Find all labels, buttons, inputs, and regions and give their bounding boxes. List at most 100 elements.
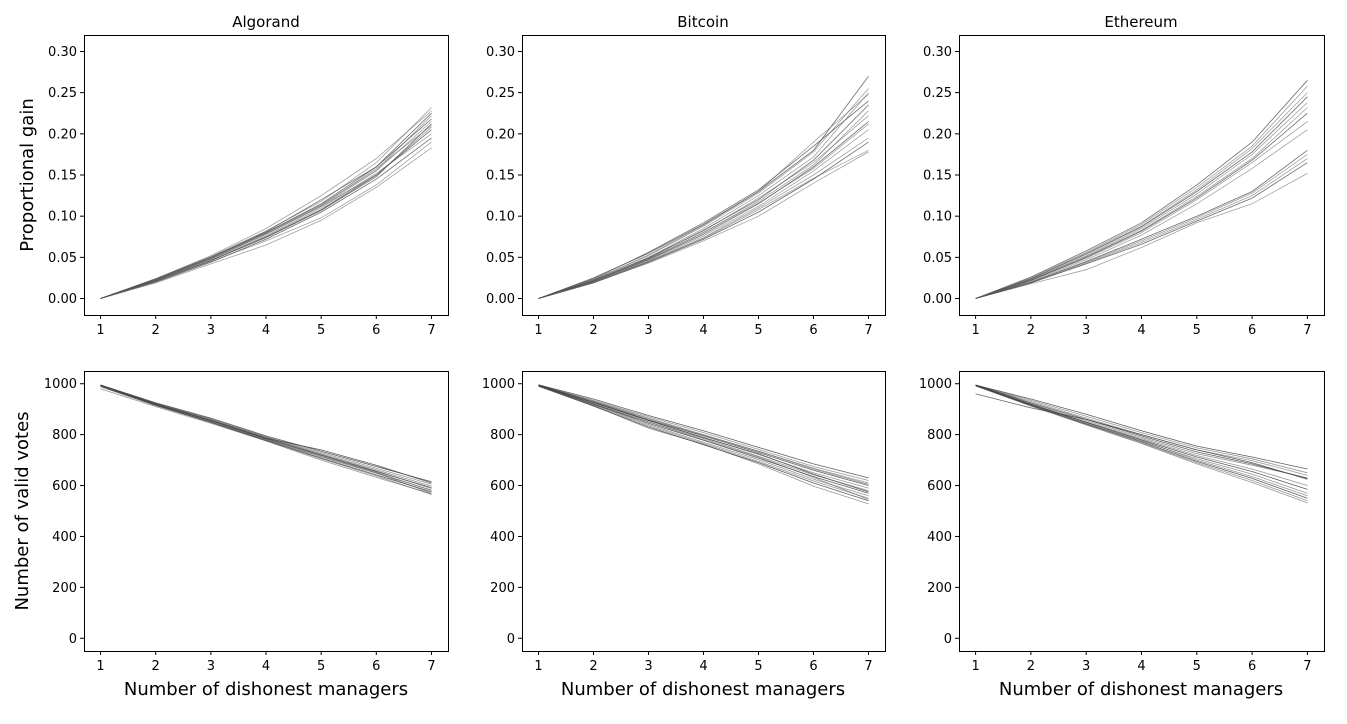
x-tick-label: 6 [809, 323, 817, 338]
x-axis-label: Number of dishonest managers [561, 679, 845, 700]
x-tick-label: 5 [317, 323, 325, 338]
panel-title: Ethereum [1104, 13, 1177, 31]
x-tick-label: 7 [864, 323, 872, 338]
y-tick-label: 400 [927, 530, 952, 545]
series-line [539, 89, 869, 299]
series-line [101, 130, 432, 299]
series-line [539, 142, 869, 298]
x-tick-label: 4 [262, 659, 270, 674]
axes-frame [85, 372, 449, 652]
x-tick-label: 6 [372, 323, 380, 338]
y-tick-label: 0.00 [486, 292, 515, 307]
panel-algorand-votes: Number of valid votes Number of dishones… [12, 372, 449, 701]
x-tick-label: 1 [96, 659, 104, 674]
x-tick-label: 2 [1027, 323, 1035, 338]
y-tick-label: 0.00 [48, 292, 77, 307]
y-tick-label: 0.15 [48, 169, 77, 184]
y-tick-label: 0 [507, 632, 515, 647]
y-tick-label: 1000 [919, 377, 952, 392]
series-line [539, 76, 869, 298]
series-line [976, 385, 1308, 473]
x-tick-label: 3 [207, 659, 215, 674]
series-group [101, 385, 432, 495]
x-tick-label: 2 [589, 323, 597, 338]
x-tick-label: 1 [971, 323, 979, 338]
y-tick-label: 0 [944, 632, 952, 647]
x-tick-label: 3 [1082, 323, 1090, 338]
x-tick-label: 6 [372, 659, 380, 674]
x-tick-label: 7 [427, 323, 435, 338]
x-tick-label: 7 [427, 659, 435, 674]
x-tick-label: 1 [534, 323, 542, 338]
y-tick-label: 0.25 [486, 86, 515, 101]
series-line [976, 93, 1308, 299]
x-tick-label: 5 [1193, 659, 1201, 674]
series-line [101, 386, 432, 485]
y-tick-label: 0.15 [923, 169, 952, 184]
y-tick-label: 0.10 [48, 210, 77, 225]
y-tick-label: 0 [69, 632, 77, 647]
x-axis-label: Number of dishonest managers [124, 679, 408, 700]
y-tick-label: 800 [927, 428, 952, 443]
y-tick-label: 0.30 [486, 45, 515, 60]
series-group [101, 108, 432, 299]
panel-bitcoin-votes: Number of dishonest managers 1 2 3 4 5 6 70200… [482, 372, 886, 701]
y-tick-label: 200 [927, 581, 952, 596]
panel-bitcoin-gain: Bitcoin 1 2 3 4 5 6 70.000.050.100.150.200.250… [486, 13, 885, 338]
series-line [976, 97, 1308, 299]
axes-frame [523, 36, 886, 316]
panel-ethereum-votes: Number of dishonest managers 1 2 3 4 5 6 7 0 200… [919, 372, 1325, 701]
x-tick-label: 4 [1137, 323, 1145, 338]
y-tick-label: 0.25 [48, 86, 77, 101]
x-tick-label: 3 [644, 659, 652, 674]
y-tick-label: 0.20 [923, 127, 952, 142]
panel-algorand-gain: Algorand Proportional gain 1 2 3 4 5 6 7 0.00 0.… [17, 13, 449, 338]
y-tick-label: 0.05 [923, 251, 952, 266]
x-tick-label: 4 [262, 323, 270, 338]
x-tick-label: 3 [644, 323, 652, 338]
series-group [539, 76, 869, 298]
series-line [101, 113, 432, 298]
series-line [976, 113, 1308, 298]
y-tick-label: 400 [52, 530, 77, 545]
x-tick-label: 6 [1248, 659, 1256, 674]
x-tick-label: 4 [1137, 659, 1145, 674]
series-line [101, 122, 432, 299]
x-tick-label: 7 [864, 659, 872, 674]
y-tick-label: 200 [52, 581, 77, 596]
y-tick-label: 800 [52, 428, 77, 443]
series-line [101, 108, 432, 299]
axes-frame [523, 372, 886, 652]
x-tick-label: 5 [754, 323, 762, 338]
y-tick-label: 600 [52, 479, 77, 494]
x-tick-label: 2 [152, 323, 160, 338]
series-line [976, 385, 1308, 469]
x-tick-label: 3 [207, 323, 215, 338]
y-tick-label: 0.05 [486, 251, 515, 266]
y-tick-label: 0.30 [923, 45, 952, 60]
series-line [101, 119, 432, 299]
x-tick-label: 7 [1303, 323, 1311, 338]
series-line [101, 134, 432, 299]
y-axis-label: Proportional gain [17, 98, 38, 252]
x-tick-label: 1 [96, 323, 104, 338]
series-line [101, 124, 432, 299]
y-tick-label: 1000 [44, 377, 77, 392]
series-line [539, 386, 869, 491]
x-tick-label: 6 [1248, 323, 1256, 338]
series-line [539, 111, 869, 299]
y-tick-label: 0.15 [486, 169, 515, 184]
y-tick-label: 0.30 [48, 45, 77, 60]
x-tick-label: 7 [1303, 659, 1311, 674]
x-tick-label: 5 [317, 659, 325, 674]
x-tick-label: 4 [699, 659, 707, 674]
y-tick-label: 0.05 [48, 251, 77, 266]
series-group [976, 80, 1308, 298]
series-group [976, 385, 1308, 503]
series-line [539, 105, 869, 299]
series-group [539, 385, 869, 504]
panel-title: Bitcoin [677, 13, 728, 31]
x-tick-label: 5 [1193, 323, 1201, 338]
y-tick-label: 0.10 [923, 210, 952, 225]
